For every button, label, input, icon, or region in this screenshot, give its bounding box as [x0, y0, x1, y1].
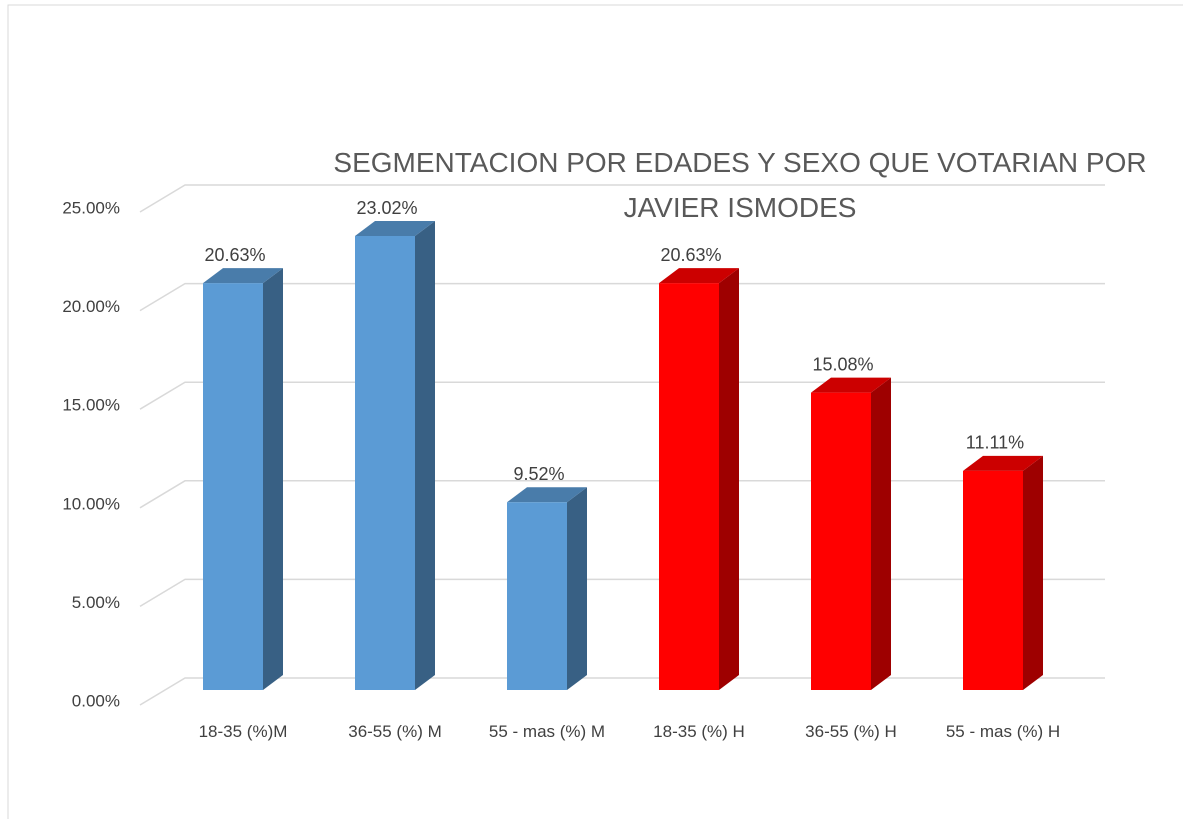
x-tick-label: 36-55 (%) M	[348, 722, 442, 741]
bar-front	[659, 283, 719, 690]
y-tick-label: 10.00%	[62, 494, 120, 513]
data-label: 23.02%	[356, 198, 417, 218]
x-tick-label: 36-55 (%) H	[805, 722, 897, 741]
y-tick-label: 5.00%	[72, 593, 120, 612]
bar	[203, 268, 283, 690]
data-label: 11.11%	[966, 433, 1024, 453]
y-tick-label: 25.00%	[62, 198, 120, 217]
chart-title: SEGMENTACION POR EDADES Y SEXO QUE VOTAR…	[333, 147, 1147, 223]
x-tick-label: 55 - mas (%) H	[945, 722, 1061, 741]
bar-side	[415, 221, 435, 690]
bar-front	[963, 470, 1023, 690]
x-tick-label: 55 - mas (%) M	[488, 722, 606, 741]
grid-line	[139, 381, 1105, 410]
bar-side	[567, 487, 587, 690]
grid-line	[139, 282, 1105, 312]
grid-line	[139, 184, 1105, 213]
bar	[659, 268, 739, 690]
bar-top	[963, 455, 1043, 471]
y-tick-label: 15.00%	[62, 396, 120, 415]
bar-side	[871, 377, 891, 690]
bar-front	[355, 236, 415, 690]
bar-top	[203, 268, 283, 284]
bar-top	[811, 377, 891, 393]
bar-side	[263, 268, 283, 690]
data-label: 20.63%	[204, 245, 265, 265]
bar-top	[507, 487, 587, 503]
bar-side	[1023, 455, 1043, 690]
bar-front	[811, 392, 871, 690]
grid-line	[139, 480, 1105, 509]
bar-front	[203, 283, 263, 690]
x-tick-label: 18-35 (%)M	[198, 722, 288, 741]
bar	[355, 221, 435, 690]
data-label: 20.63%	[660, 245, 721, 265]
y-tick-label: 0.00%	[72, 691, 120, 710]
x-tick-label: 18-35 (%) H	[653, 722, 745, 741]
grid-line	[139, 677, 1105, 706]
bar	[811, 377, 891, 690]
data-label: 15.08%	[812, 354, 873, 374]
grid-line	[139, 578, 1105, 608]
bar	[963, 455, 1043, 690]
bar-front	[507, 502, 567, 690]
bar-side	[719, 268, 739, 690]
bar	[507, 487, 587, 690]
bar-top	[659, 268, 739, 284]
data-label: 9.52%	[513, 464, 564, 484]
bar-top	[355, 221, 435, 237]
y-tick-label: 20.00%	[62, 297, 120, 316]
chart-border	[7, 4, 1183, 819]
